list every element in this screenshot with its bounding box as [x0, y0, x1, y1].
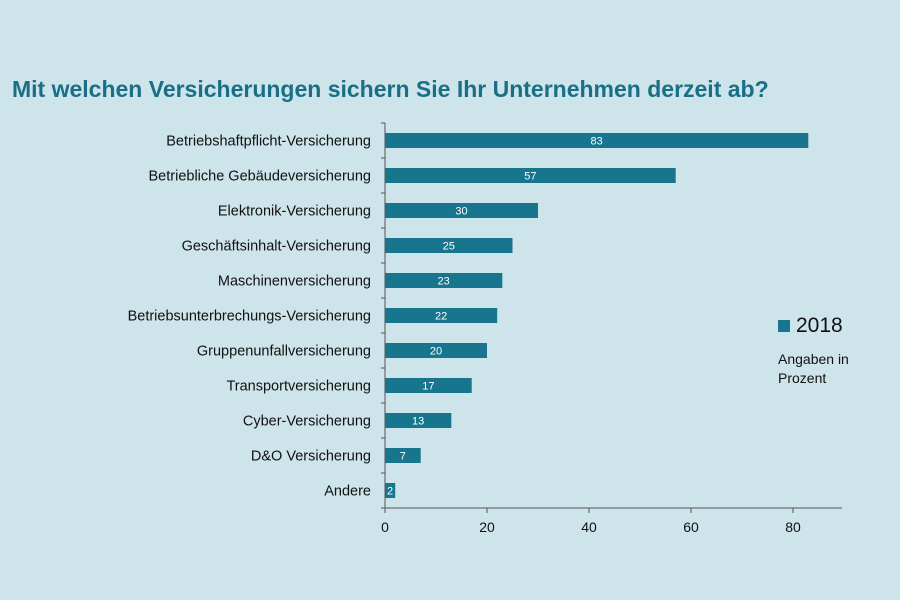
bar	[385, 483, 396, 498]
category-label: Betriebliche Gebäudeversicherung	[149, 169, 371, 185]
data-label: 13	[412, 416, 424, 428]
x-tick-label: 40	[581, 519, 597, 535]
data-label: 23	[438, 276, 450, 288]
data-label: 17	[422, 381, 434, 393]
x-tick-label: 60	[683, 519, 699, 535]
category-label: D&O Versicherung	[251, 449, 371, 465]
data-label: 22	[435, 311, 447, 323]
bar	[385, 378, 472, 393]
category-label: Maschinenversicherung	[218, 274, 371, 290]
category-label: Betriebsunterbrechungs-Versicherung	[128, 309, 371, 325]
data-label: 7	[400, 451, 406, 463]
legend-swatch	[778, 320, 790, 332]
bar	[385, 413, 452, 428]
category-label: Elektronik-Versicherung	[218, 204, 371, 220]
category-label: Cyber-Versicherung	[243, 414, 371, 430]
data-label: 57	[524, 171, 536, 183]
bar	[385, 448, 421, 463]
x-tick-label: 20	[479, 519, 495, 535]
category-label: Betriebshaftpflicht-Versicherung	[166, 134, 371, 150]
bar	[385, 203, 538, 218]
category-label: Andere	[324, 484, 371, 500]
data-label: 30	[455, 206, 467, 218]
bar	[385, 133, 809, 148]
category-label: Geschäftsinhalt-Versicherung	[182, 239, 371, 255]
category-label: Transportversicherung	[226, 379, 371, 395]
bar	[385, 343, 487, 358]
data-label: 20	[430, 346, 442, 358]
legend-label: 2018	[796, 314, 843, 337]
x-tick-label: 80	[785, 519, 801, 535]
chart-title: Mit welchen Versicherungen sichern Sie I…	[12, 76, 769, 102]
bar	[385, 238, 513, 253]
bar	[385, 273, 503, 288]
category-label: Gruppenunfallversicherung	[197, 344, 371, 360]
x-tick-label: 0	[381, 519, 389, 535]
legend: 2018 Angaben in Prozent	[778, 314, 878, 388]
data-label: 2	[387, 486, 393, 498]
bar	[385, 308, 498, 323]
legend-note: Angaben in Prozent	[778, 351, 849, 386]
data-label: 25	[443, 241, 455, 253]
data-label: 83	[591, 136, 603, 148]
bar	[385, 168, 676, 183]
